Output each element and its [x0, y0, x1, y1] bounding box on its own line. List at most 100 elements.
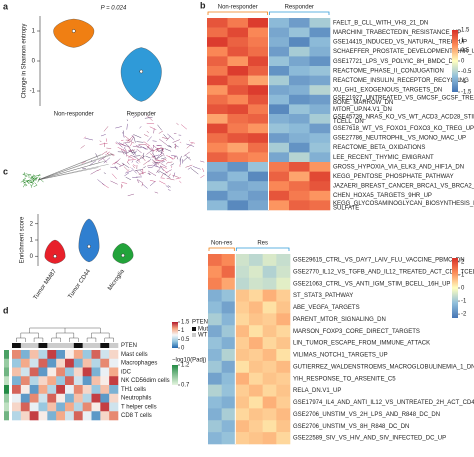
network-edge: [137, 179, 143, 183]
heatmap-cell: [12, 393, 22, 403]
colorbar: [452, 258, 458, 318]
heatmap-cell: [235, 277, 250, 290]
network-edge: [132, 164, 136, 167]
heatmap-cell: [208, 432, 222, 445]
network-edge: [103, 157, 111, 164]
network-edge: [139, 146, 142, 149]
panel-label: c: [3, 166, 8, 176]
colorbar-tick-label: 0: [461, 59, 465, 65]
heatmap-cell: [262, 360, 277, 374]
heatmap-cell: [289, 56, 310, 67]
heatmap-cell: [91, 358, 101, 368]
network-edge: [145, 155, 151, 159]
network-edge: [135, 169, 143, 171]
heatmap-cell: [309, 142, 331, 153]
network-edge: [95, 153, 98, 158]
row-label: GSE29615_CTRL_VS_DAY7_LAIV_FLU_VACCINE_P…: [293, 258, 465, 264]
heatmap-cell: [276, 372, 291, 385]
network-edge: [152, 160, 160, 165]
legend-label: Mut: [198, 327, 208, 333]
heatmap-cell: [29, 350, 39, 360]
network-edge: [142, 152, 145, 159]
padj-cell: [4, 411, 9, 421]
heatmap-cell: [207, 200, 228, 211]
heatmap-cell: [73, 385, 83, 395]
heatmap-cell: [29, 393, 39, 403]
dendrogram: [55, 332, 75, 338]
heatmap-cell: [73, 350, 83, 360]
colorbar-tick-label: -1: [461, 299, 467, 305]
network-edge: [149, 180, 156, 182]
row-label: NK CD56dim cells: [121, 378, 170, 384]
x-tick-label: Non-responder: [54, 112, 94, 118]
y-tick-label: -1: [30, 89, 36, 95]
network-edge: [200, 174, 205, 179]
heatmap-cell: [309, 162, 331, 172]
network-edge: [141, 182, 144, 187]
network-edge: [97, 168, 102, 171]
network-edge: [102, 158, 108, 163]
heatmap-cell: [227, 133, 249, 144]
heatmap-cell: [249, 384, 263, 397]
network-edge: [142, 146, 148, 150]
heatmap-cell: [248, 133, 269, 144]
network-edge: [124, 172, 130, 177]
x-tick-label: Microglia: [107, 268, 126, 292]
heatmap-cell: [276, 325, 291, 338]
heatmap-cell: [207, 75, 228, 86]
legend-swatch: [192, 327, 196, 331]
legend-title: PTEN: [192, 320, 208, 326]
heatmap-cell: [276, 254, 291, 267]
heatmap-cell: [82, 367, 92, 377]
row-label-line: GSE45739_NRAS_KO_VS_WT_ACD3_ACD28_STIM_C…: [333, 114, 474, 120]
heatmap-cell: [309, 75, 331, 86]
network-edge: [126, 123, 128, 130]
heatmap-cell: [235, 349, 250, 362]
heatmap-cell: [249, 325, 263, 338]
network-edge: [38, 177, 41, 180]
network-edge: [146, 122, 155, 125]
network-edge: [129, 166, 131, 168]
network-edge: [176, 156, 179, 160]
heatmap-cell: [289, 66, 310, 76]
heatmap-cell: [29, 402, 39, 412]
heatmap-cell: [289, 171, 310, 182]
colorbar-tick-label: 1.5: [181, 320, 190, 326]
network-edge: [122, 144, 130, 148]
network-edge: [26, 173, 31, 176]
network-edge: [173, 172, 176, 178]
heatmap-cell: [109, 385, 119, 395]
network-edge: [131, 167, 137, 174]
pten-cell: [73, 343, 83, 348]
legend-swatch: [192, 333, 196, 337]
network-edge: [133, 134, 142, 139]
network-edge: [147, 173, 151, 175]
network-edge: [131, 149, 136, 155]
network-edge: [31, 182, 35, 187]
network-edge: [162, 137, 169, 140]
heatmap-cell: [268, 27, 290, 38]
colorbar-tick-label: 1: [461, 38, 465, 44]
network-edge: [176, 122, 179, 126]
heatmap-cell: [249, 396, 263, 409]
network-edge: [125, 148, 127, 153]
network-edge: [83, 136, 87, 139]
heatmap-cell: [309, 46, 331, 57]
heatmap-cell: [29, 385, 39, 395]
heatmap-cell: [249, 337, 263, 350]
heatmap-cell: [221, 432, 236, 445]
network-edge: [135, 144, 140, 148]
heatmap-cell: [208, 408, 222, 421]
heatmap-cell: [262, 313, 277, 326]
row-label: GSE14415_INDUCED_VS_NATURAL_TREG_UP: [333, 40, 467, 46]
network-edge: [133, 150, 138, 155]
network-edge: [157, 148, 165, 152]
heatmap-cell: [20, 393, 30, 403]
network-edge: [128, 147, 131, 151]
network-edge: [136, 170, 142, 176]
heatmap-cell: [235, 420, 250, 433]
heatmap-cell: [221, 408, 236, 421]
padj-cell: [4, 350, 9, 360]
dendrogram: [91, 332, 110, 338]
network-edge: [148, 172, 151, 175]
